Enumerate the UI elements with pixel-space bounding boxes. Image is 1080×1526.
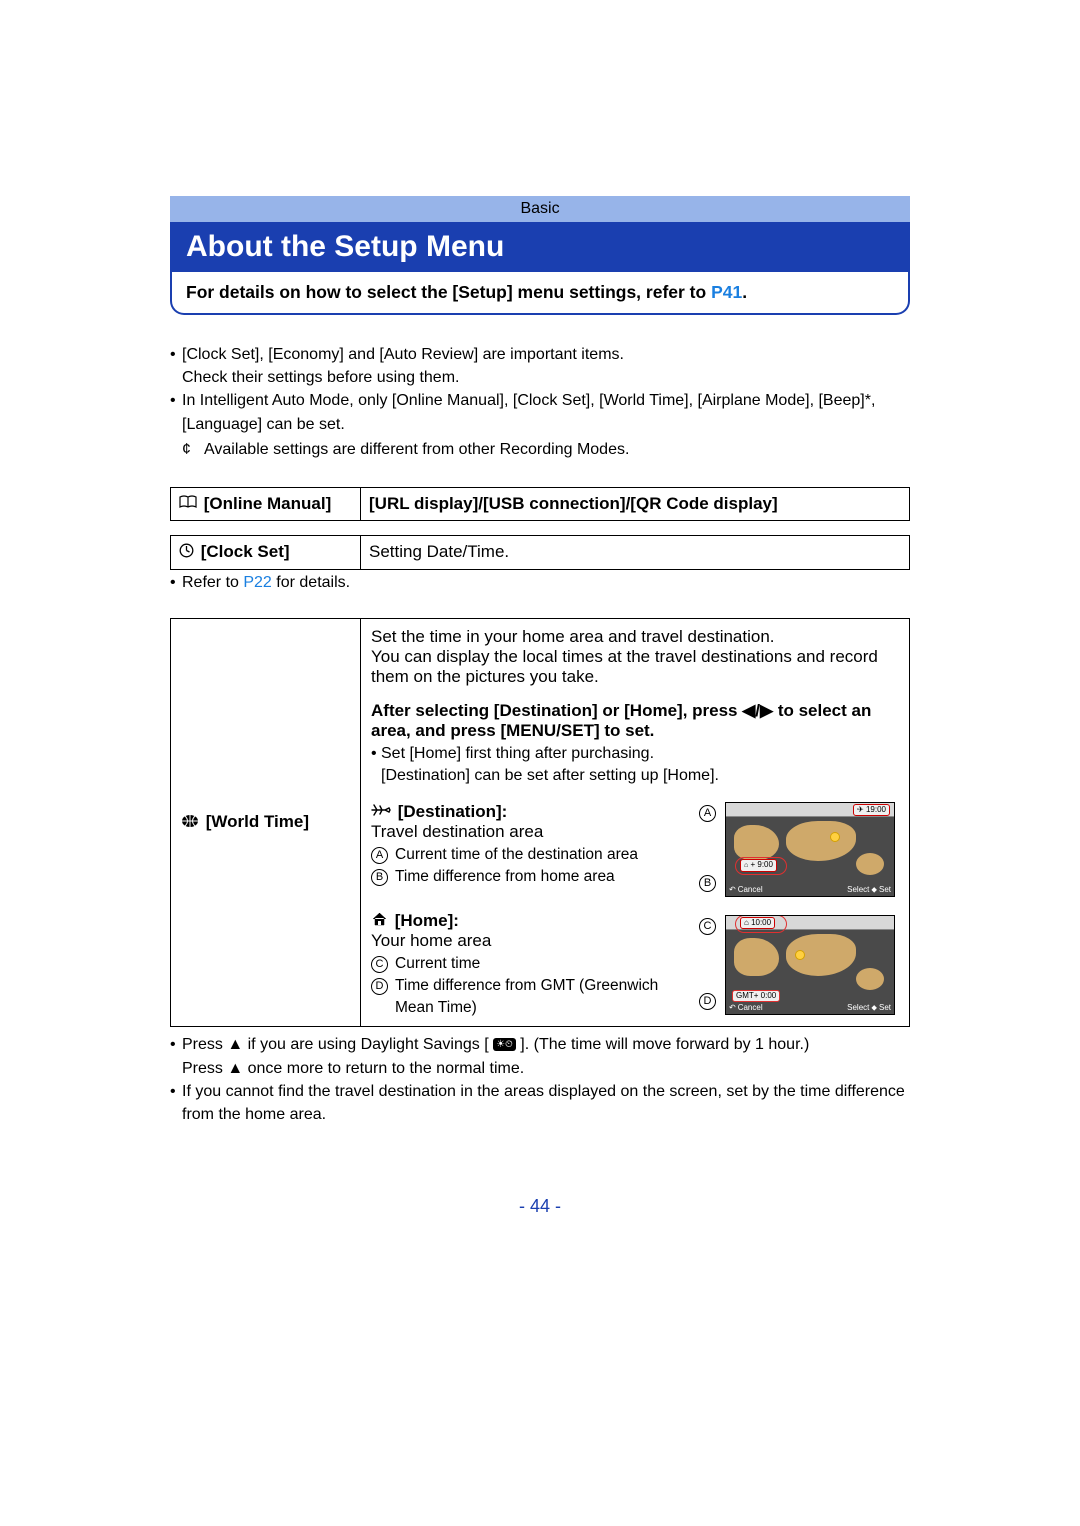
dest-top-time: ✈ 19:00	[853, 804, 890, 816]
destination-heading: [Destination]:	[398, 802, 508, 821]
book-icon	[179, 494, 197, 514]
world-time-content: Set the time in your home area and trave…	[361, 618, 910, 1026]
category-strip: Basic	[170, 196, 910, 222]
clock-icon	[179, 543, 194, 563]
clock-set-label: [Clock Set]	[201, 542, 290, 561]
clock-set-table: [Clock Set] Setting Date/Time.	[170, 535, 910, 570]
home-map-cancel: ↶ Cancel	[729, 1003, 763, 1012]
manual-page: Basic About the Setup Menu For details o…	[0, 0, 1080, 1217]
destination-section: [Destination]: Travel destination area A…	[371, 802, 899, 897]
bullet-2: In Intelligent Auto Mode, only [Online M…	[182, 389, 910, 435]
online-manual-table: [Online Manual] [URL display]/[USB conne…	[170, 487, 910, 522]
page-number: - 44 -	[170, 1196, 910, 1217]
home-item-c: Current time	[395, 953, 480, 975]
footer-notes: •Press ▲ if you are using Daylight Savin…	[170, 1033, 910, 1126]
subtitle-prefix: For details on how to select the [Setup]…	[186, 282, 711, 302]
destination-sub: Travel destination area	[371, 822, 691, 842]
dest-item-b: Time difference from home area	[395, 866, 615, 888]
asterisk-note: Available settings are different from ot…	[204, 438, 629, 461]
fig-label-c: C	[699, 918, 716, 935]
link-p22[interactable]: P22	[243, 574, 271, 591]
circle-a: A	[371, 847, 388, 864]
bullet-1b: Check their settings before using them.	[182, 369, 459, 386]
circle-b: B	[371, 869, 388, 886]
map-cancel: ↶ Cancel	[729, 885, 763, 894]
inst-b2: [Destination] can be set after setting u…	[381, 765, 719, 787]
subtitle-suffix: .	[742, 282, 747, 302]
refer-suffix: for details.	[272, 574, 350, 591]
plane-icon	[371, 802, 391, 822]
page-title: About the Setup Menu	[170, 222, 910, 272]
destination-map: ✈ 19:00 ⌂ + 9:00 ↶ Cancel Select ⬥ Set	[725, 802, 895, 897]
category-text: Basic	[520, 200, 559, 217]
map-select-set: Select ⬥ Set	[847, 885, 891, 895]
refer-prefix: Refer to	[182, 574, 243, 591]
bullet-1a: [Clock Set], [Economy] and [Auto Review]…	[182, 346, 624, 363]
home-item-d: Time difference from GMT (Greenwich Mean…	[395, 975, 691, 1018]
circle-c: C	[371, 956, 388, 973]
home-mid-pill: GMT+ 0:00	[732, 990, 780, 1002]
home-map: ⌂ 10:00 GMT+ 0:00 ↶ Cancel Select ⬥ Set	[725, 915, 895, 1015]
online-manual-label: [Online Manual]	[204, 494, 332, 513]
circle-d: D	[371, 978, 388, 995]
home-top-time: ⌂ 10:00	[740, 917, 775, 929]
world-instruction: After selecting [Destination] or [Home],…	[371, 701, 899, 741]
fig-label-a: A	[699, 805, 716, 822]
fig-label-d: D	[699, 993, 716, 1010]
home-section: [Home]: Your home area C Current time D Ti…	[371, 911, 899, 1019]
dest-item-a: Current time of the destination area	[395, 844, 638, 866]
world-time-table: [World Time] Set the time in your home a…	[170, 618, 910, 1027]
intro-bullets: •[Clock Set], [Economy] and [Auto Review…	[170, 343, 910, 461]
link-p41[interactable]: P41	[711, 282, 742, 302]
home-icon	[371, 911, 388, 931]
home-map-select-set: Select ⬥ Set	[847, 1003, 891, 1013]
online-manual-value: [URL display]/[USB connection]/[QR Code …	[361, 487, 910, 521]
dst-icon: ☀⏲	[493, 1038, 516, 1051]
world-time-label: [World Time]	[206, 812, 309, 831]
world-intro: Set the time in your home area and trave…	[371, 627, 899, 687]
home-heading: [Home]:	[395, 911, 459, 930]
fig-label-b: B	[699, 875, 716, 892]
refer-note: • Refer to P22 for details.	[170, 574, 910, 592]
globe-icon	[181, 813, 199, 833]
inst-b1: Set [Home] first thing after purchasing.	[381, 743, 654, 765]
subtitle-box: For details on how to select the [Setup]…	[170, 272, 910, 315]
clock-set-value: Setting Date/Time.	[361, 536, 910, 570]
home-sub: Your home area	[371, 931, 691, 951]
note-2: If you cannot find the travel destinatio…	[182, 1080, 910, 1126]
dest-mid-pill: ⌂ + 9:00	[740, 859, 777, 872]
